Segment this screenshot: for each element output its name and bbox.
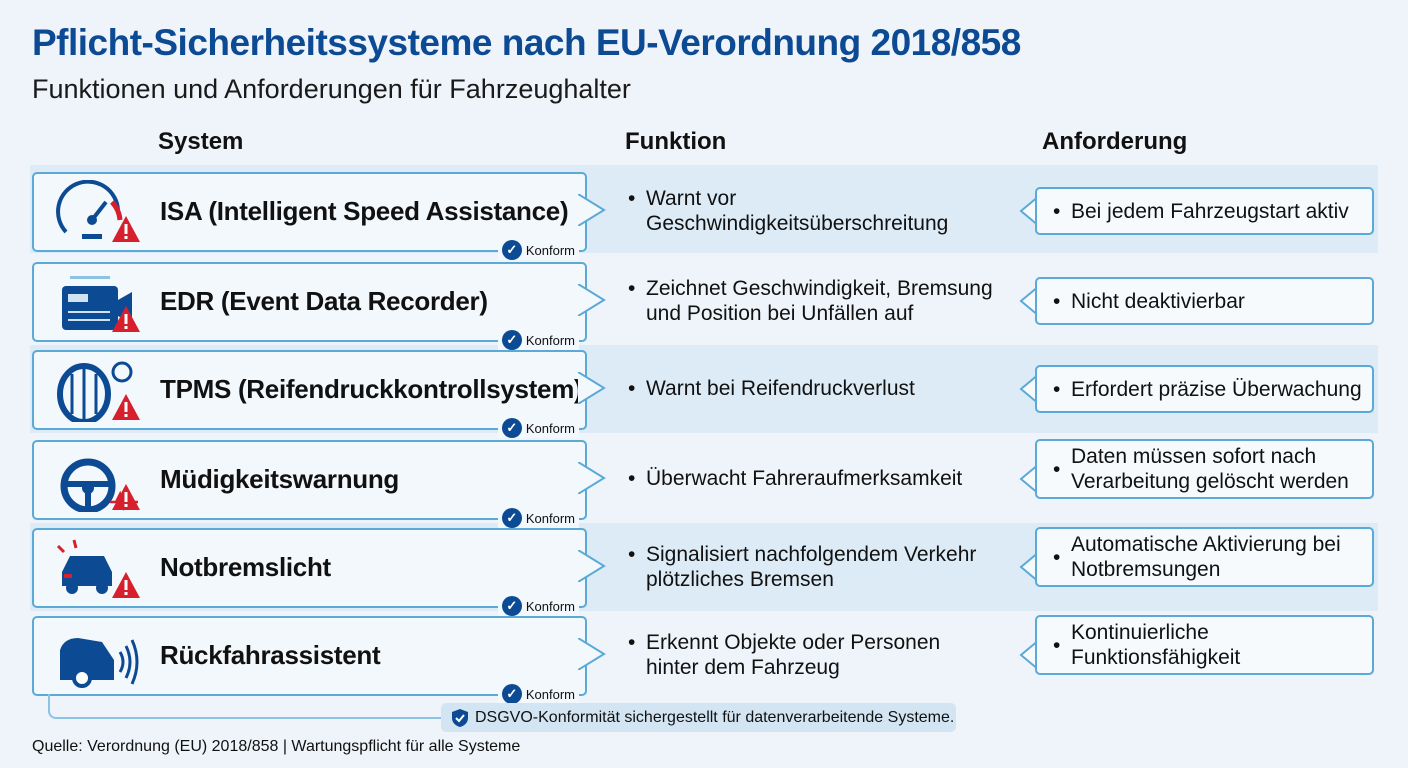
arrow-left-icon — [1019, 196, 1039, 226]
function-line: Signalisiert nachfolgendem Verkehr — [646, 543, 977, 566]
function-line: plötzliches Bremsen — [646, 568, 834, 591]
system-name: TPMS (Reifendruckkontrollsystem) — [160, 374, 583, 404]
system-name: Notbremslicht — [160, 552, 331, 582]
conform-badge-label: Konform — [525, 510, 575, 526]
system-card: Rückfahrassistent ✓ Konform — [32, 616, 587, 704]
column-header-function: Funktion — [625, 128, 727, 155]
conform-badge: ✓ Konform — [497, 240, 579, 260]
system-row: TPMS (Reifendruckkontrollsystem) ✓ Konfor… — [0, 350, 1408, 438]
arrow-right-icon — [578, 638, 606, 670]
conform-badge-label: Konform — [525, 420, 575, 436]
requirement-card: • Kontinuierliche Funktionsfähigkeit — [1035, 615, 1374, 675]
requirement-line: Nicht deaktivierbar — [1071, 289, 1245, 313]
function-line: hinter dem Fahrzeug — [646, 656, 840, 679]
system-row: EDR (Event Data Recorder) ✓ Konform • Zeic… — [0, 262, 1408, 350]
function-text: • Überwacht Fahreraufmerksamkeit — [628, 467, 963, 490]
page-subtitle: Funktionen und Anforderungen für Fahrzeu… — [32, 74, 631, 104]
system-row: ISA (Intelligent Speed Assistance) ✓ Konf… — [0, 172, 1408, 260]
conform-badge-label: Konform — [525, 332, 575, 348]
column-header-requirement: Anforderung — [1042, 128, 1188, 155]
arrow-left-icon — [1019, 640, 1039, 670]
function-line: und Position bei Unfällen auf — [646, 302, 914, 325]
requirement-card: • Bei jedem Fahrzeugstart aktiv — [1035, 187, 1374, 235]
conform-badge: ✓ Konform — [497, 684, 579, 704]
check-badge-icon: ✓ — [501, 596, 522, 616]
system-card: Notbremslicht ✓ Konform — [32, 528, 587, 616]
function-text: • Erkennt Objekte oder Personen hinter dem… — [628, 631, 941, 679]
requirement-line: Notbremsungen — [1071, 558, 1221, 581]
data-recorder-camera-icon — [62, 276, 140, 332]
function-line: Geschwindigkeitsüberschreitung — [646, 212, 949, 235]
tire-pressure-warning-icon — [57, 361, 140, 422]
check-badge-icon: ✓ — [501, 684, 522, 704]
requirement-card: • Daten müssen sofort nach Verarbeitung ge… — [1035, 439, 1374, 499]
conform-badge-label: Konform — [525, 686, 575, 702]
arrow-left-icon — [1019, 286, 1039, 316]
arrow-right-icon — [578, 550, 606, 582]
steering-wheel-warning-icon — [60, 458, 140, 512]
system-card: Müdigkeitswarnung ✓ Konform — [32, 440, 587, 528]
conform-badge: ✓ Konform — [497, 508, 579, 528]
check-badge-icon: ✓ — [501, 240, 522, 260]
check-badge-icon: ✓ — [501, 418, 522, 438]
conform-badge: ✓ Konform — [497, 330, 579, 350]
arrow-left-icon — [1019, 464, 1039, 494]
conform-badge: ✓ Konform — [497, 418, 579, 438]
function-line: Erkennt Objekte oder Personen — [646, 631, 941, 654]
system-row: Notbremslicht ✓ Konform • Signalisiert nac… — [0, 527, 1408, 616]
gdpr-note-text: DSGVO-Konformität sichergestellt für dat… — [475, 708, 955, 726]
function-text: • Warnt bei Reifendruckverlust — [628, 377, 915, 400]
source-text: Quelle: Verordnung (EU) 2018/858 | Wartu… — [32, 738, 521, 755]
gdpr-note: DSGVO-Konformität sichergestellt für dat… — [441, 703, 956, 732]
system-name: EDR (Event Data Recorder) — [160, 286, 488, 316]
function-line: Warnt bei Reifendruckverlust — [646, 377, 915, 400]
requirement-line: Verarbeitung gelöscht werden — [1071, 470, 1349, 493]
arrow-left-icon — [1019, 374, 1039, 404]
system-card: TPMS (Reifendruckkontrollsystem) ✓ Konfor… — [32, 350, 587, 438]
speedometer-warning-icon — [56, 180, 140, 242]
system-row: Müdigkeitswarnung ✓ Konform • Überwacht Fa… — [0, 439, 1408, 528]
requirement-line: Automatische Aktivierung bei — [1071, 533, 1341, 556]
arrow-right-icon — [578, 194, 606, 226]
car-rear-sensor-icon — [60, 638, 139, 688]
requirement-card: • Automatische Aktivierung bei Notbremsung… — [1035, 527, 1374, 587]
requirement-line: Funktionsfähigkeit — [1071, 646, 1241, 669]
arrow-right-icon — [578, 462, 606, 494]
check-badge-icon: ✓ — [501, 330, 522, 350]
requirement-line: Kontinuierliche — [1071, 621, 1209, 644]
system-card: ISA (Intelligent Speed Assistance) ✓ Konf… — [32, 172, 587, 260]
requirement-line: Erfordert präzise Überwachung — [1071, 377, 1362, 401]
system-card: EDR (Event Data Recorder) ✓ Konform — [32, 262, 587, 350]
check-badge-icon: ✓ — [501, 508, 522, 528]
function-line: Überwacht Fahreraufmerksamkeit — [646, 467, 963, 490]
shield-check-icon — [452, 708, 468, 727]
system-name: Rückfahrassistent — [160, 640, 381, 670]
requirement-line: Bei jedem Fahrzeugstart aktiv — [1071, 199, 1349, 223]
system-name: ISA (Intelligent Speed Assistance) — [160, 196, 569, 226]
function-line: Warnt vor — [646, 187, 737, 210]
column-header-system: System — [158, 128, 244, 155]
page-title: Pflicht-Sicherheitssysteme nach EU-Veror… — [32, 22, 1021, 63]
arrow-right-icon — [578, 284, 606, 316]
connector-line — [48, 694, 444, 719]
conform-badge-label: Konform — [525, 598, 575, 614]
arrow-right-icon — [578, 372, 606, 404]
system-row: Rückfahrassistent ✓ Konform • Erkennt Obje… — [0, 615, 1408, 704]
function-text: • Zeichnet Geschwindigkeit, Bremsung und P… — [628, 277, 993, 325]
function-text: • Signalisiert nachfolgendem Verkehr plötz… — [628, 543, 977, 591]
system-name: Müdigkeitswarnung — [160, 464, 400, 494]
requirement-card: • Nicht deaktivierbar — [1035, 277, 1374, 325]
conform-badge: ✓ Konform — [497, 596, 579, 616]
requirement-line: Daten müssen sofort nach — [1071, 445, 1317, 468]
function-line: Zeichnet Geschwindigkeit, Bremsung — [646, 277, 993, 300]
car-brake-light-warning-icon — [56, 539, 140, 598]
function-text: • Warnt vor Geschwindigkeitsüberschreitung — [628, 187, 949, 235]
arrow-left-icon — [1019, 552, 1039, 582]
conform-badge-label: Konform — [525, 242, 575, 258]
requirement-card: • Erfordert präzise Überwachung — [1035, 365, 1374, 413]
